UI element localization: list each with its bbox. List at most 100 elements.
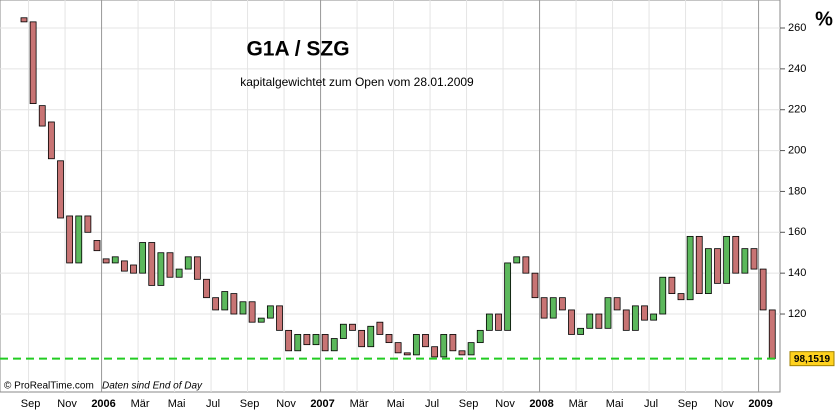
x-tick-label: Nov xyxy=(714,398,734,410)
candle xyxy=(485,313,493,331)
candle xyxy=(631,305,639,331)
candle xyxy=(440,334,448,358)
candle xyxy=(695,235,703,294)
footer-source: © ProRealTime.com xyxy=(4,381,94,392)
candle xyxy=(294,334,302,352)
candle xyxy=(723,235,731,284)
candle xyxy=(312,334,320,346)
x-tick-label: Sep xyxy=(459,398,479,410)
candle xyxy=(540,297,548,319)
candle xyxy=(558,297,566,311)
candle xyxy=(677,293,685,301)
candle xyxy=(577,327,585,335)
candle xyxy=(38,105,46,127)
candle xyxy=(650,313,658,321)
candle xyxy=(531,272,539,299)
x-tick-label: 2009 xyxy=(748,398,772,410)
candle xyxy=(704,248,712,294)
candle xyxy=(57,160,64,219)
x-tick-label: Sep xyxy=(21,398,41,410)
candle xyxy=(768,309,776,360)
candle xyxy=(458,350,466,356)
x-tick-label: Sep xyxy=(240,398,260,410)
x-tick-label: 2007 xyxy=(310,398,334,410)
y-tick-label: 120 xyxy=(788,308,806,320)
candle xyxy=(75,215,83,264)
candle xyxy=(686,235,694,301)
x-tick-label: 2008 xyxy=(529,398,553,410)
x-tick-label: Sep xyxy=(678,398,698,410)
candle xyxy=(148,242,156,286)
candle xyxy=(184,256,192,270)
candle xyxy=(93,240,101,252)
candle xyxy=(467,342,475,356)
candle xyxy=(759,268,767,311)
footer-note: Daten sind End of Day xyxy=(102,381,203,392)
y-tick-label: 200 xyxy=(788,144,806,156)
candle xyxy=(330,338,338,352)
candle xyxy=(376,321,384,335)
candle xyxy=(750,248,758,270)
candle xyxy=(449,334,457,352)
candle xyxy=(495,313,502,331)
candle xyxy=(622,309,630,331)
x-tick-label: Mai xyxy=(387,398,405,410)
candle xyxy=(595,313,603,329)
candle xyxy=(157,252,165,286)
candle xyxy=(422,334,429,348)
chart-title: G1A / SZG xyxy=(246,38,349,61)
candle xyxy=(613,297,621,311)
candle xyxy=(175,268,183,278)
candle xyxy=(111,256,119,264)
candle xyxy=(641,305,648,321)
candle xyxy=(20,17,28,23)
candle xyxy=(130,264,137,274)
candle xyxy=(732,235,740,274)
candle xyxy=(276,305,283,331)
x-tick-label: Mär xyxy=(569,398,588,410)
x-tick-label: Mär xyxy=(131,398,150,410)
candle xyxy=(166,252,174,278)
x-tick-label: Mai xyxy=(606,398,624,410)
candle xyxy=(221,291,229,311)
x-tick-label: 2006 xyxy=(91,398,115,410)
y-tick-label: 180 xyxy=(788,185,806,197)
candle xyxy=(741,248,749,274)
candle xyxy=(403,352,411,356)
candle xyxy=(120,260,128,272)
chart-subtitle: kapitalgewichtet zum Open vom 28.01.2009 xyxy=(240,75,474,89)
candle xyxy=(568,309,575,335)
x-tick-label: Nov xyxy=(495,398,515,410)
candle xyxy=(239,301,247,315)
candle xyxy=(412,334,420,356)
x-tick-label: Mai xyxy=(168,398,186,410)
x-tick-label: Jul xyxy=(206,398,220,410)
candle xyxy=(139,242,147,274)
candle xyxy=(248,301,256,323)
candle xyxy=(47,121,55,160)
plot-area xyxy=(0,0,781,393)
candle xyxy=(358,329,366,348)
candle xyxy=(212,297,220,311)
candle xyxy=(349,323,356,331)
x-tick-label: Jul xyxy=(644,398,658,410)
x-tick-label: Mär xyxy=(350,398,369,410)
candle xyxy=(513,256,521,264)
candle xyxy=(385,334,393,344)
candle xyxy=(285,329,293,352)
candle xyxy=(257,317,265,323)
y-tick-label: 220 xyxy=(788,104,806,116)
candle xyxy=(394,342,402,354)
unit-label: % xyxy=(815,8,833,30)
candle xyxy=(659,276,667,315)
y-tick-label: 160 xyxy=(788,226,806,238)
candle xyxy=(714,248,721,284)
y-tick-label: 140 xyxy=(788,267,806,279)
candle xyxy=(339,323,347,339)
candle xyxy=(431,346,439,358)
candle xyxy=(549,297,557,319)
candle xyxy=(230,293,238,315)
candle xyxy=(84,215,92,233)
price-label: 98,1519 xyxy=(794,354,831,365)
candle xyxy=(367,325,375,348)
